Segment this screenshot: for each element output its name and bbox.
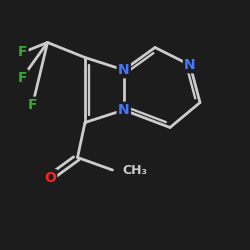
Text: O: O (44, 170, 56, 184)
Text: F: F (18, 70, 27, 85)
Text: F: F (18, 46, 27, 60)
Text: N: N (184, 58, 196, 72)
Text: F: F (28, 98, 37, 112)
Text: N: N (118, 103, 130, 117)
Text: CH₃: CH₃ (122, 164, 148, 176)
Text: N: N (118, 63, 130, 77)
